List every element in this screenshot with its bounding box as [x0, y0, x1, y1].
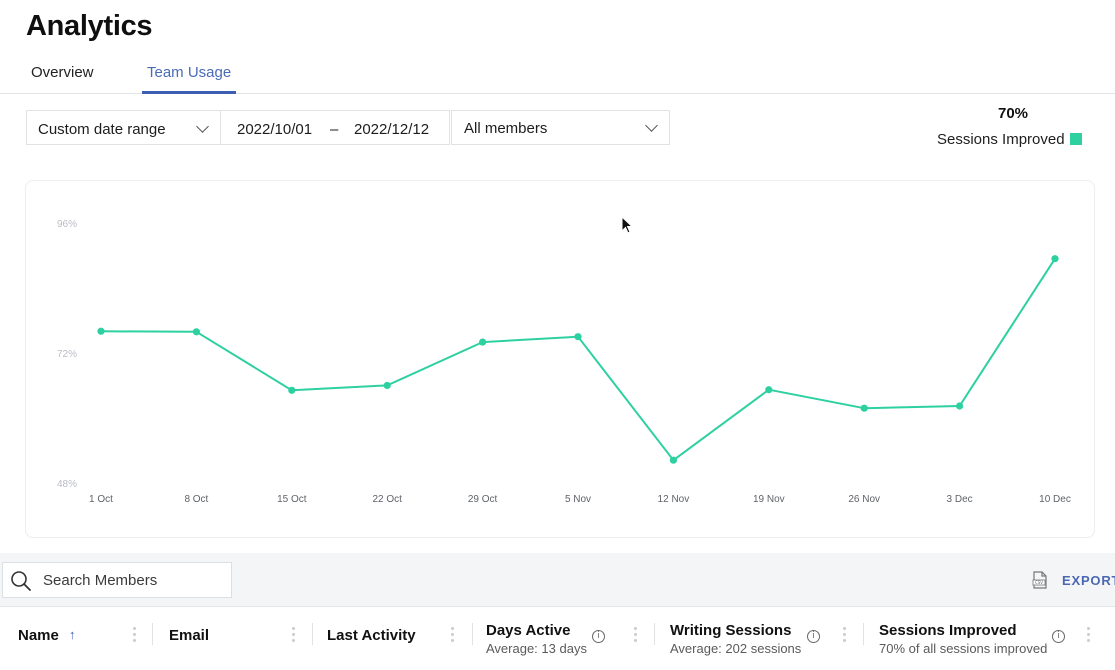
- table-header: Name ↑ Email Last Activity Days Active A…: [0, 606, 1115, 670]
- tab-team-usage[interactable]: Team Usage: [142, 64, 237, 94]
- sort-ascending-icon[interactable]: ↑: [69, 627, 76, 642]
- search-box[interactable]: [2, 562, 232, 598]
- legend-label: Sessions Improved: [937, 131, 1065, 148]
- chart-card: 96% 72% 48% 1 Oct 8 Oct 15 Oct 22 Oct 29 Oct 5 N…: [25, 180, 1095, 538]
- data-point[interactable]: [860, 404, 868, 412]
- data-point[interactable]: [288, 386, 296, 394]
- column-header-writing-sessions[interactable]: Writing Sessions Average: 202 sessions i: [654, 607, 863, 670]
- x-tick-label: 29 Oct: [468, 494, 498, 505]
- chevron-down-icon: [196, 120, 209, 133]
- info-icon[interactable]: i: [1052, 630, 1065, 643]
- column-divider: [152, 623, 153, 645]
- column-menu-icon[interactable]: [133, 627, 137, 645]
- x-tick-label: 8 Oct: [184, 494, 208, 505]
- x-tick-label: 5 Nov: [565, 494, 591, 505]
- date-range-select[interactable]: Custom date range: [26, 110, 221, 145]
- column-header-days-active[interactable]: Days Active Average: 13 days i: [472, 607, 654, 670]
- date-range-input[interactable]: 2022/10/01 – 2022/12/12: [221, 110, 450, 145]
- export-button[interactable]: EXPORT: [1062, 573, 1115, 588]
- data-point[interactable]: [956, 402, 964, 410]
- column-header-last-activity[interactable]: Last Activity: [312, 607, 472, 670]
- y-tick-label: 48%: [57, 479, 77, 490]
- column-subtitle: Average: 202 sessions: [670, 641, 802, 656]
- start-date[interactable]: 2022/10/01: [237, 121, 313, 138]
- column-divider: [863, 623, 864, 645]
- column-title: Sessions Improved: [879, 622, 1017, 639]
- column-title: Email: [169, 627, 210, 644]
- x-tick-label: 26 Nov: [848, 494, 880, 505]
- column-divider: [312, 623, 313, 645]
- column-title: Name: [18, 627, 59, 644]
- data-point[interactable]: [765, 386, 773, 394]
- members-select[interactable]: All members: [451, 110, 670, 145]
- data-point[interactable]: [479, 338, 487, 346]
- search-input[interactable]: [43, 563, 228, 597]
- data-point[interactable]: [383, 381, 391, 390]
- page-title: Analytics: [26, 10, 153, 42]
- column-header-email[interactable]: Email: [152, 607, 312, 670]
- date-separator: –: [330, 121, 339, 138]
- column-subtitle: Average: 13 days: [486, 641, 587, 656]
- x-tick-label: 19 Nov: [753, 494, 785, 505]
- y-tick-label: 96%: [57, 219, 77, 230]
- csv-file-icon[interactable]: CSV: [1031, 571, 1049, 589]
- data-point[interactable]: [97, 327, 105, 335]
- column-title: Days Active: [486, 622, 571, 639]
- column-menu-icon[interactable]: [1087, 627, 1091, 645]
- x-tick-label: 12 Nov: [658, 494, 690, 505]
- tab-bar: Overview Team Usage: [0, 60, 1115, 94]
- search-icon: [11, 571, 31, 591]
- column-divider: [654, 623, 655, 645]
- column-divider: [472, 623, 473, 645]
- column-subtitle: 70% of all sessions improved: [879, 641, 1048, 656]
- date-range-value: Custom date range: [38, 121, 166, 138]
- column-title: Writing Sessions: [670, 622, 792, 639]
- line-chart: 96% 72% 48% 1 Oct 8 Oct 15 Oct 22 Oct 29 Oct 5 N…: [57, 219, 1071, 505]
- x-tick-label: 1 Oct: [89, 494, 113, 505]
- members-value: All members: [464, 120, 548, 137]
- svg-text:CSV: CSV: [1035, 580, 1043, 585]
- data-point[interactable]: [1051, 255, 1059, 263]
- series-line: [100, 258, 1056, 462]
- column-menu-icon[interactable]: [451, 627, 455, 645]
- x-tick-label: 3 Dec: [947, 494, 973, 505]
- kpi-value: 70%: [998, 105, 1029, 122]
- info-icon[interactable]: i: [592, 630, 605, 643]
- tab-overview[interactable]: Overview: [31, 64, 94, 81]
- info-icon[interactable]: i: [807, 630, 820, 643]
- end-date[interactable]: 2022/12/12: [354, 121, 430, 138]
- y-tick-label: 72%: [57, 349, 77, 360]
- x-tick-label: 15 Oct: [277, 494, 307, 505]
- mouse-cursor-icon: [621, 216, 634, 234]
- column-menu-icon[interactable]: [292, 627, 296, 645]
- legend-swatch: [1070, 133, 1082, 145]
- column-title: Last Activity: [327, 627, 416, 644]
- x-tick-label: 22 Oct: [372, 494, 402, 505]
- chevron-down-icon: [645, 119, 658, 132]
- column-header-sessions-improved[interactable]: Sessions Improved 70% of all sessions im…: [863, 607, 1115, 670]
- column-menu-icon[interactable]: [634, 627, 638, 645]
- data-point[interactable]: [669, 456, 678, 464]
- data-point[interactable]: [574, 333, 582, 341]
- column-menu-icon[interactable]: [843, 627, 847, 645]
- data-point[interactable]: [192, 328, 200, 336]
- x-tick-label: 10 Dec: [1039, 494, 1071, 505]
- column-header-name[interactable]: Name ↑: [0, 607, 152, 670]
